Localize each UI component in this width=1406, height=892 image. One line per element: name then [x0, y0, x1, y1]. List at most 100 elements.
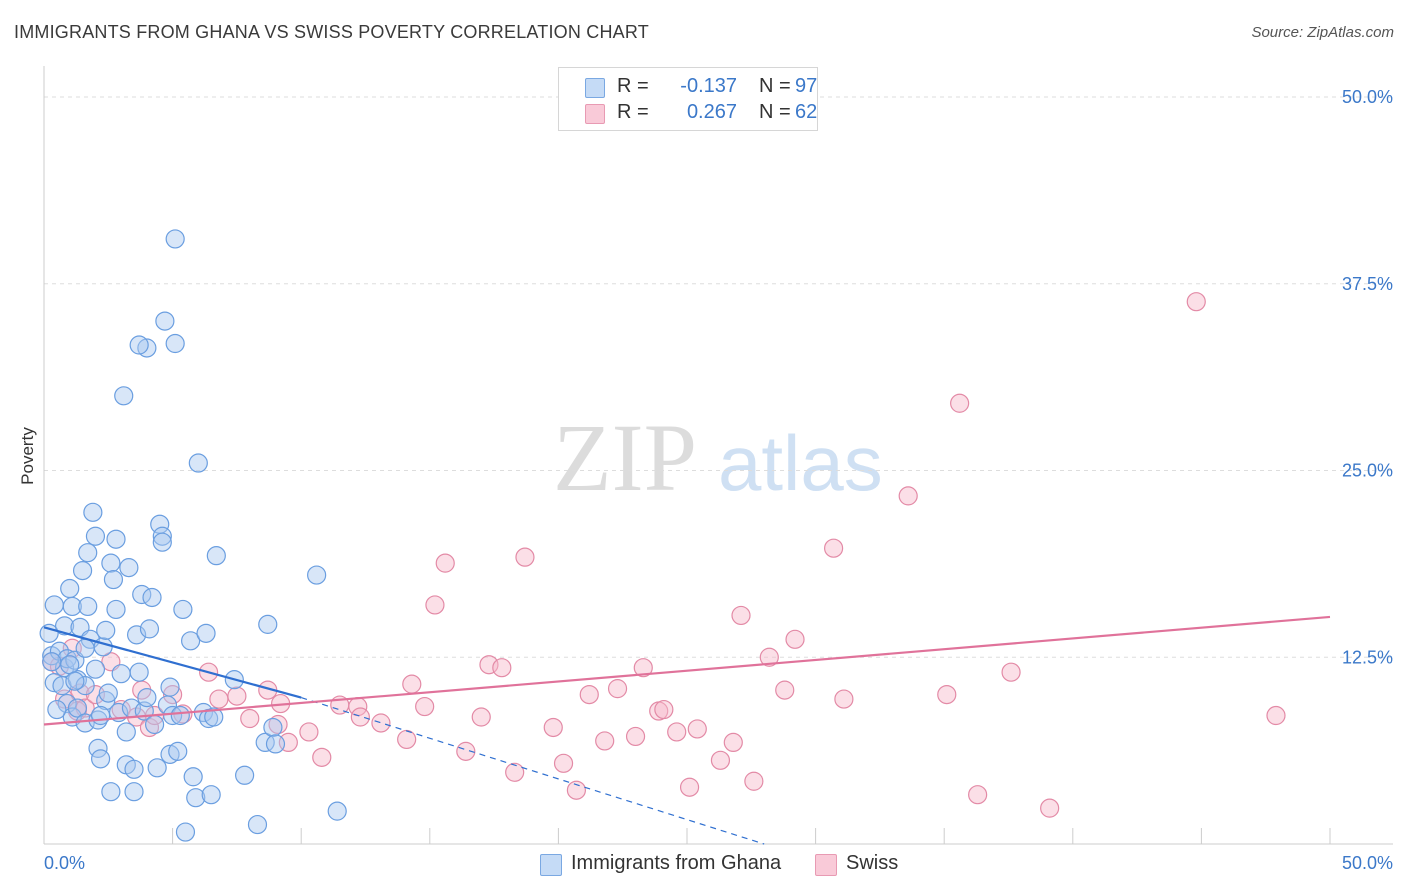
legend-n-label: N = — [759, 101, 791, 123]
swiss-point — [415, 696, 435, 717]
swiss-point — [456, 741, 476, 761]
ghana-point — [42, 652, 62, 672]
ghana-points — [39, 229, 347, 842]
ghana-point — [62, 596, 82, 617]
ghana-point — [65, 671, 85, 691]
y-tick-label: 25.0% — [1342, 461, 1393, 481]
swiss-point — [595, 731, 615, 751]
ghana-point — [155, 311, 175, 331]
ghana-point — [186, 788, 206, 808]
ghana-point — [258, 614, 278, 634]
ghana-point — [119, 558, 139, 578]
swiss-point — [566, 780, 587, 800]
ghana-point — [129, 662, 149, 682]
ghana-point — [116, 722, 136, 742]
swiss-point — [898, 486, 918, 506]
ghana-point — [181, 631, 201, 651]
ghana-point — [188, 453, 208, 473]
swiss-point — [950, 393, 970, 413]
swiss-point — [505, 762, 525, 782]
ghana-point — [206, 546, 226, 566]
swiss-point — [759, 647, 779, 667]
swiss-point — [163, 684, 183, 705]
swiss-point — [209, 689, 229, 709]
ghana-point — [75, 676, 95, 696]
legend-n-value: 62 — [795, 101, 818, 123]
ghana-point — [152, 532, 172, 552]
swiss-point — [679, 777, 700, 797]
ghana-point — [85, 659, 106, 679]
ghana-point — [124, 782, 144, 802]
legend-n-value: 97 — [795, 75, 818, 97]
swiss-point — [515, 547, 535, 567]
y-tick-label: 50.0% — [1342, 87, 1393, 107]
ghana-point — [60, 578, 80, 599]
swiss-point — [775, 680, 795, 700]
ghana-point — [263, 717, 283, 738]
ghana-trendline — [43, 626, 302, 699]
ghana-point — [247, 814, 268, 835]
ghana-point — [93, 637, 113, 657]
swiss-point — [785, 629, 805, 649]
swiss-point — [425, 595, 445, 615]
ghana-point — [78, 543, 98, 563]
source-label: Source: ZipAtlas.com — [1251, 24, 1394, 41]
legend-swatch-swiss — [815, 854, 837, 876]
ghana-point — [170, 705, 190, 726]
ghana-point — [75, 638, 95, 658]
swiss-point — [492, 658, 512, 678]
legend-label-swiss: Swiss — [846, 852, 899, 874]
ghana-point — [168, 741, 188, 761]
ghana-point — [103, 569, 124, 590]
swiss-point — [579, 684, 599, 705]
swiss-point — [625, 726, 646, 747]
swiss-point — [471, 707, 491, 727]
swiss-point — [1186, 292, 1206, 312]
legend-r-label: R = — [617, 75, 649, 97]
ghana-point — [196, 623, 216, 643]
swiss-point — [397, 729, 417, 750]
swiss-point — [654, 699, 674, 720]
swiss-point — [834, 689, 854, 709]
ghana-point — [90, 705, 111, 726]
swiss-point — [312, 747, 332, 767]
swiss-point — [968, 785, 988, 805]
ghana-point — [147, 758, 167, 778]
legend-n-label: N = — [759, 75, 791, 97]
ghana-point — [111, 664, 131, 684]
ghana-point — [137, 687, 157, 708]
y-tick-label: 37.5% — [1342, 274, 1393, 294]
watermark-zip: ZIP — [553, 404, 697, 511]
stats-legend: R = -0.137 N = 97 R = 0.267 N = 62 — [558, 67, 818, 131]
ghana-point — [307, 565, 327, 585]
ghana-point — [60, 655, 80, 675]
swiss-point — [402, 674, 422, 694]
ghana-point — [67, 698, 88, 718]
swiss-point — [731, 605, 751, 626]
ghana-point — [204, 707, 224, 727]
swiss-point — [723, 732, 743, 753]
ghana-point — [160, 744, 180, 764]
swiss-point — [553, 753, 574, 773]
ghana-point — [137, 338, 157, 358]
swiss-trendline — [43, 615, 1331, 726]
ghana-point — [255, 732, 275, 753]
swiss-point — [1040, 798, 1060, 818]
trendlines — [43, 615, 1331, 845]
swiss-points — [42, 292, 1286, 818]
swiss-point — [667, 722, 687, 742]
ghana-point — [83, 502, 103, 522]
legend-r-value: 0.267 — [686, 101, 737, 123]
ghana-point — [106, 599, 126, 620]
swiss-point — [227, 686, 247, 706]
swiss-point — [268, 714, 288, 735]
axes — [43, 66, 1393, 845]
ghana-point — [39, 623, 59, 643]
ghana-point — [98, 683, 118, 703]
ghana-point — [96, 620, 116, 640]
ghana-point — [44, 673, 64, 693]
ghana-point — [183, 767, 203, 787]
watermark-atlas: atlas — [718, 419, 883, 507]
ghana-trendline-extension — [301, 697, 765, 845]
